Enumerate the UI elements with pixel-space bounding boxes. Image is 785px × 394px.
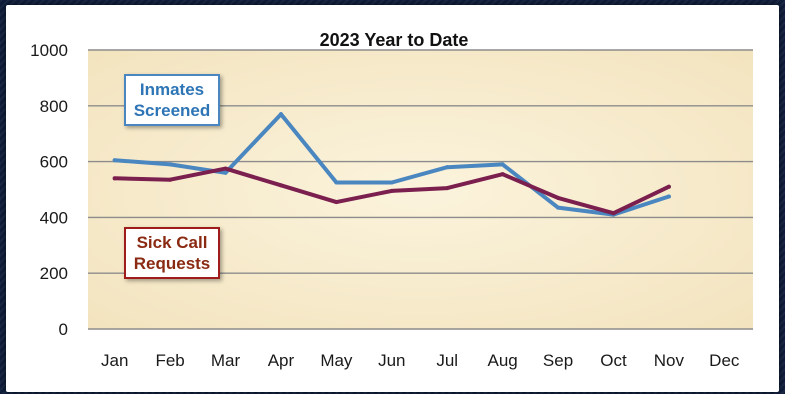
x-tick-label: Jul [436, 351, 458, 370]
sick-call-callout-line1: Sick Call [136, 233, 208, 252]
data-point [445, 186, 450, 191]
data-point [112, 158, 117, 163]
data-point [278, 183, 283, 188]
data-point [334, 180, 339, 185]
sick-call-callout-line2: Requests [133, 254, 211, 273]
data-point [278, 112, 283, 117]
y-tick-label: 800 [40, 97, 68, 116]
inmates-callout-line1: Inmates [139, 80, 205, 99]
x-tick-label: Aug [488, 351, 518, 370]
y-tick-label: 1000 [30, 41, 68, 60]
data-point [445, 165, 450, 170]
data-point [168, 162, 173, 167]
data-point [389, 188, 394, 193]
data-point [500, 172, 505, 177]
data-point [168, 177, 173, 182]
inmates-callout-line2: Screened [133, 101, 211, 120]
data-point [334, 200, 339, 205]
data-point [500, 162, 505, 167]
data-point [556, 205, 561, 210]
x-tick-label: Dec [709, 351, 740, 370]
x-tick-label: May [320, 351, 353, 370]
x-tick-label: Jun [378, 351, 405, 370]
x-tick-label: Mar [211, 351, 241, 370]
data-point [112, 176, 117, 181]
y-tick-label: 0 [59, 320, 68, 339]
data-point [556, 195, 561, 200]
data-point [223, 166, 228, 171]
inmates-screened-callout: Inmates Screened [124, 74, 220, 126]
sick-call-requests-callout: Sick Call Requests [124, 227, 220, 279]
x-tick-label: Oct [600, 351, 627, 370]
data-point [223, 170, 228, 175]
x-tick-label: Feb [155, 351, 184, 370]
data-point [611, 211, 616, 216]
y-tick-label: 400 [40, 208, 68, 227]
data-point [389, 180, 394, 185]
x-tick-label: Nov [654, 351, 685, 370]
x-tick-label: Sep [543, 351, 573, 370]
y-tick-label: 200 [40, 264, 68, 283]
x-tick-label: Jan [101, 351, 128, 370]
data-point [666, 194, 671, 199]
data-point [666, 184, 671, 189]
x-tick-label: Apr [268, 351, 295, 370]
chart-title: 2023 Year to Date [320, 30, 469, 50]
y-tick-label: 600 [40, 153, 68, 172]
